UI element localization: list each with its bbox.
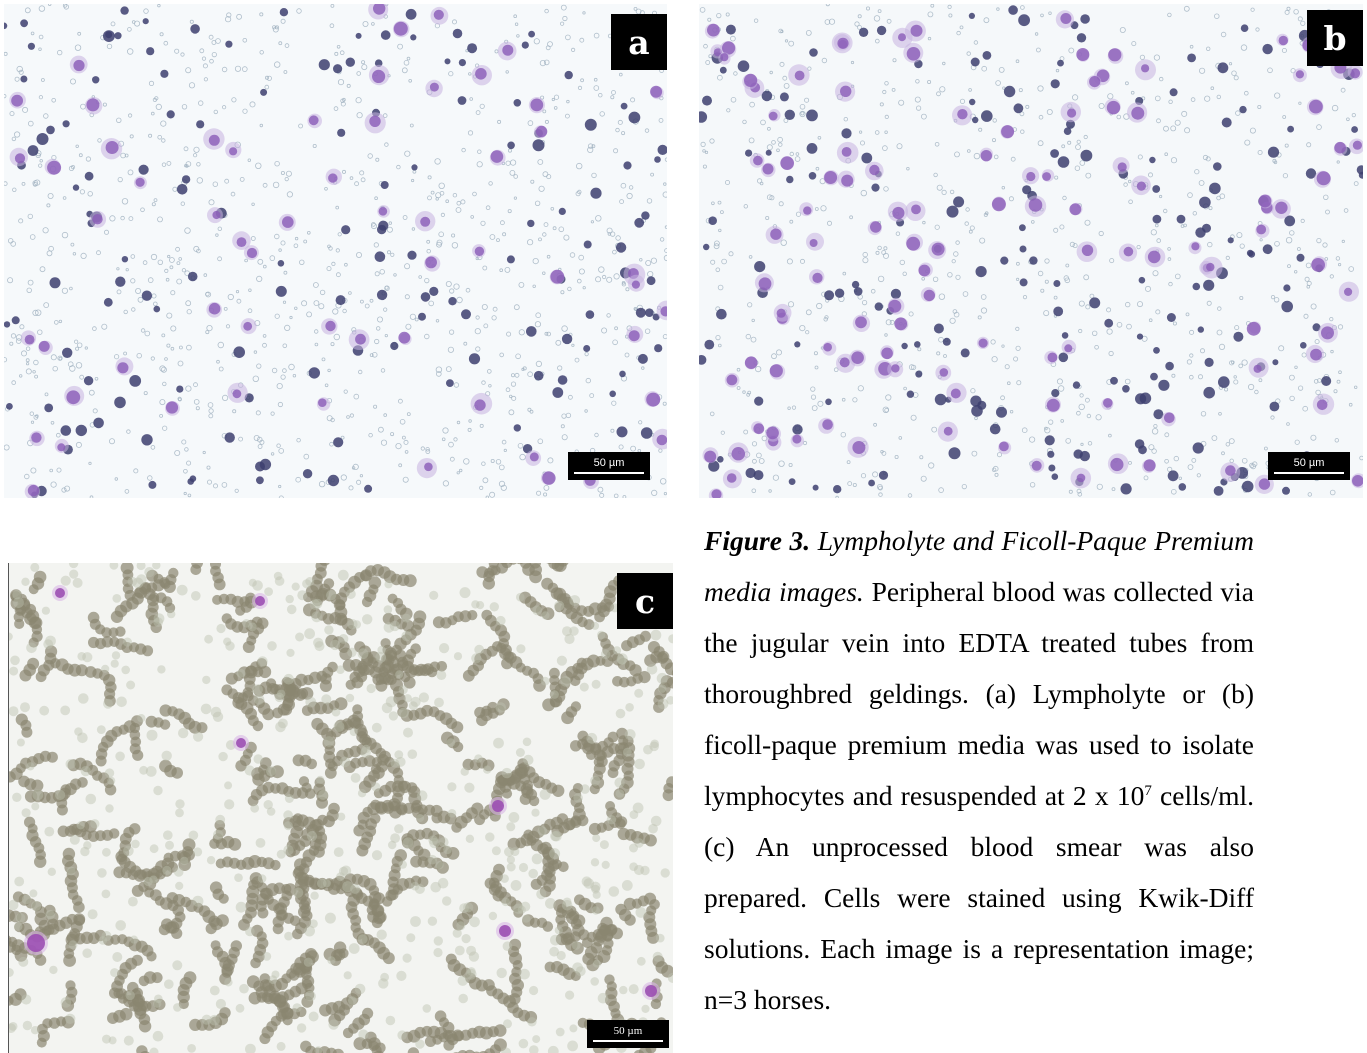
- scale-bar-b-label: 50 µm: [1293, 457, 1325, 469]
- micrograph-b-image: [699, 4, 1363, 498]
- scale-bar-a: 50 µm: [568, 452, 650, 480]
- figure-title: Lympholyte and Ficoll-Paque Premium medi…: [704, 525, 1254, 607]
- caption-body-part2: cells/ml. (c) An unprocessed blood smear…: [704, 780, 1254, 1015]
- panel-label-b: b: [1307, 10, 1363, 66]
- micrograph-panel-a: a 50 µm: [4, 4, 667, 498]
- micrograph-panel-b: b 50 µm: [699, 4, 1363, 498]
- caption-body-part1: Peripheral blood was collected via the j…: [704, 576, 1254, 811]
- scale-bar-c-label: 50 µm: [613, 1025, 643, 1037]
- scale-bar-a-label: 50 µm: [593, 457, 625, 469]
- panel-label-a: a: [611, 14, 667, 70]
- micrograph-a-image: [4, 4, 667, 498]
- caption-exponent: 7: [1144, 782, 1152, 799]
- scale-bar-a-rule: [574, 472, 644, 474]
- scale-bar-c-rule: [593, 1040, 663, 1042]
- scale-bar-c: 50 µm: [587, 1020, 669, 1048]
- scale-bar-b: 50 µm: [1268, 452, 1350, 480]
- figure-label: Figure 3.: [704, 525, 811, 556]
- scale-bar-b-rule: [1274, 472, 1344, 474]
- panel-label-c: c: [617, 573, 673, 629]
- micrograph-panel-c: c 50 µm: [8, 563, 673, 1053]
- micrograph-c-image: [8, 563, 673, 1053]
- figure-caption: Figure 3. Lympholyte and Ficoll-Paque Pr…: [704, 515, 1254, 1025]
